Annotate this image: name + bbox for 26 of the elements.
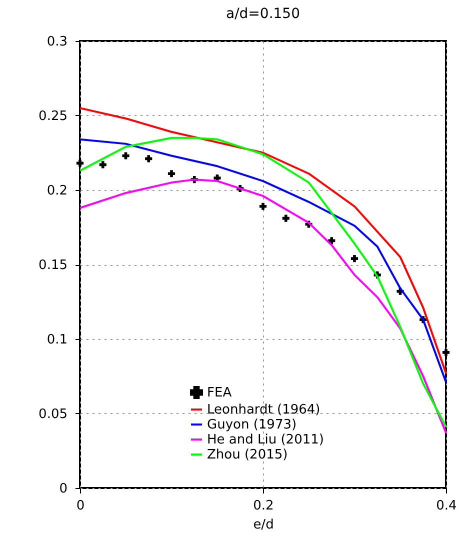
legend-label: Leonhardt (1964) (207, 402, 320, 418)
legend-label: Guyon (1973) (207, 418, 297, 432)
y-tick-label: 0.2 (46, 184, 68, 198)
x-axis-title: e/d (253, 518, 274, 532)
y-tick-label: 0.15 (38, 258, 68, 273)
chart-title: a/d=0.150 (226, 6, 300, 22)
point (122, 152, 130, 160)
x-tick-label: 0 (76, 498, 85, 514)
y-tick-label: 0.25 (38, 109, 68, 124)
point (282, 214, 290, 222)
y-tick-label: 0 (59, 482, 68, 496)
y-tick-label: 0.05 (38, 407, 68, 422)
point (168, 170, 176, 178)
point (259, 202, 267, 210)
y-tick-label: 0.1 (46, 332, 68, 348)
legend-label: FEA (207, 386, 232, 400)
legend-label: He and Liu (2011) (207, 432, 324, 448)
point (76, 160, 84, 167)
point (350, 255, 358, 262)
point (99, 161, 106, 168)
x-tick-label: 0.2 (253, 498, 274, 514)
point (145, 155, 152, 162)
point (442, 348, 450, 356)
legend-label: Zhou (2015) (207, 448, 288, 462)
x-tick-label: 0.4 (436, 498, 457, 514)
y-tick-label: 0.3 (46, 34, 68, 50)
